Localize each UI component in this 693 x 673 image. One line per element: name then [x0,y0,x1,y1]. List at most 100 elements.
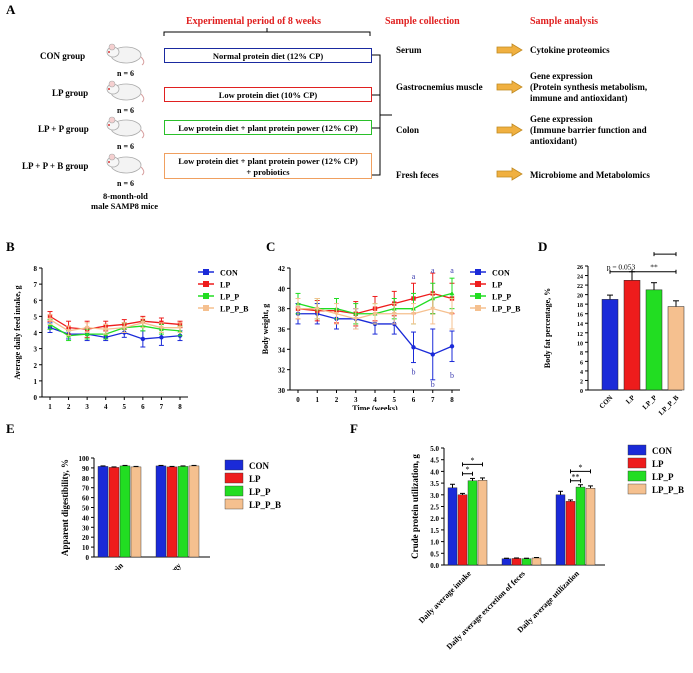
y-tick-label: 34 [278,346,286,354]
x-tick-label: 6 [412,396,416,404]
data-point [430,306,436,312]
series-line-lp [49,315,181,330]
legend-marker [203,293,209,299]
data-point [430,352,435,357]
group-n-lppb: n = 6 [117,179,135,188]
mouse-icon [106,43,145,66]
y-tick-label: 8 [34,265,38,273]
y-tick-label: 2.5 [430,504,439,512]
x-tick-label: 2 [335,396,339,404]
legend-swatch [627,444,647,456]
panel-label-b: B [6,239,15,254]
x-tick-label: 4 [373,396,377,404]
x-tick-label: 8 [450,396,454,404]
y-tick-label: 32 [278,367,286,375]
y-tick-label: 4.5 [430,457,439,465]
x-tick-label: 4 [104,403,108,410]
y-tick-label: 6 [580,360,583,366]
bar-lp [511,558,522,566]
y-tick-label: 1.0 [430,539,439,547]
significance-label: * [471,456,475,465]
mouse-icon [106,153,145,176]
x-tick-label: 2 [67,403,71,410]
data-point [159,325,164,331]
y-tick-label: 38 [278,306,286,314]
legend-swatch [224,459,244,471]
legend-marker [203,305,209,311]
bar-lp_p [467,480,478,566]
arrow-right-icon [496,80,523,94]
bar-con [555,494,566,566]
data-point [47,317,53,323]
y-tick-label: 1 [34,378,38,386]
data-point [177,325,183,331]
legend-swatch [627,470,647,482]
y-tick-label: 3.0 [430,492,439,500]
y-tick-label: 20 [82,534,90,542]
data-point [295,306,301,312]
bar-lp_p_b [531,557,542,566]
header-sample-collection: Sample collection [385,16,460,27]
data-point [66,329,71,334]
legend-marker [475,293,481,299]
legend-label: LP_P_B [249,500,281,510]
y-tick-label: 20 [577,294,583,300]
y-tick-label: 7 [34,281,38,289]
legend-swatch [627,457,647,469]
panel-label-d: D [538,239,548,254]
y-tick-label: 40 [82,514,90,522]
y-axis-title: Body weight, g [262,304,270,354]
sample-gastrocnemius: Gastrocnemius muscle [396,82,483,92]
series-line-lp_p_b [49,319,180,332]
x-tick-label: Total energy [146,561,182,570]
data-point [103,327,109,332]
y-tick-label: 14 [577,322,583,328]
x-axis-title: Time (weeks) [352,404,398,410]
legend-label: LP [492,281,502,290]
significance-letter: b [431,380,435,389]
sample-colon: Colon [396,125,420,135]
header-sample-analysis: Sample analysis [530,16,599,27]
bar-con [601,299,619,391]
significance-label: * [579,463,583,472]
sample-fresh-feces: Fresh feces [396,170,439,180]
data-point [353,317,359,322]
data-point [411,311,416,317]
x-tick-label: 5 [123,403,127,410]
significance-label: ** [650,263,658,272]
y-tick-label: 0 [34,394,38,402]
bar-lp_p_b [667,306,685,391]
x-tick-label: 6 [141,403,145,410]
y-tick-label: 0 [86,554,90,562]
legend-marker [203,281,209,287]
y-tick-label: 2 [34,362,38,370]
y-tick-label: 6 [34,297,38,305]
series-line-con [49,327,181,340]
bar-lp [108,467,120,558]
panel-label-e: E [6,421,15,436]
bar-lp_p_b [585,488,596,566]
bar-lp_p_b [477,480,488,566]
data-point [159,335,164,340]
analysis-serum: Cytokine proteomics [530,45,610,55]
y-tick-label: 26 [577,265,583,271]
group-n-lpp: n = 6 [117,142,135,151]
data-point [449,290,455,296]
data-point [314,306,320,312]
analysis-colon: Gene expression (Immune barrier function… [530,114,647,146]
y-tick-label: 5 [34,313,38,321]
y-axis-title: Body fat percentage, % [543,288,552,368]
data-point [84,325,90,331]
legend-swatch [224,498,244,510]
panel-a-connectors [163,28,392,176]
legend-swatch [224,485,244,497]
significance-label: * [466,465,470,474]
y-tick-label: 4 [34,330,38,338]
y-tick-label: 22 [577,284,583,290]
mice-caption-strain: male SAMP8 mice [91,201,159,211]
significance-letter: b [412,368,416,377]
data-point [334,311,339,317]
y-tick-label: 10 [577,341,583,347]
y-axis-title: Apparent digestibility, % [60,459,70,556]
